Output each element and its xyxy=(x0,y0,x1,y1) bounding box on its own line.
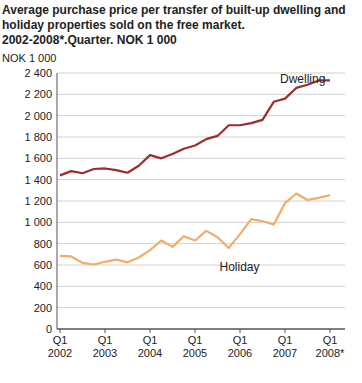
x-tick-label-line: Q1 xyxy=(98,334,113,346)
y-tick-label: 1 600 xyxy=(24,152,52,164)
title: Average purchase price per transfer of b… xyxy=(2,3,346,47)
x-tick xyxy=(330,329,331,333)
x-tick-label-line: Q1 xyxy=(53,334,68,346)
grid-line xyxy=(57,329,345,330)
x-tick-label-line: Q1 xyxy=(278,334,293,346)
series-label: Holiday xyxy=(220,260,260,274)
x-tick-label-line: 2005 xyxy=(183,347,207,359)
x-axis xyxy=(57,329,345,330)
x-tick-label-line: Q1 xyxy=(188,334,203,346)
x-tick xyxy=(240,329,241,333)
y-tick-label: 1 000 xyxy=(24,216,52,228)
title-line: holiday properties sold on the free mark… xyxy=(2,18,245,32)
x-tick-label-line: 2007 xyxy=(273,347,297,359)
x-tick-label: Q12002 xyxy=(48,334,72,359)
grid-line xyxy=(57,243,345,244)
x-tick-label-line: 2006 xyxy=(228,347,252,359)
x-tick-label-line: Q1 xyxy=(233,334,248,346)
x-tick-label-line: Q1 xyxy=(143,334,158,346)
y-tick-label: 800 xyxy=(34,238,52,250)
x-tick xyxy=(195,329,196,333)
grid-line xyxy=(57,201,345,202)
y-tick-label: 1 400 xyxy=(24,174,52,186)
y-tick-label: 1 800 xyxy=(24,131,52,143)
x-tick-label-line: 2008* xyxy=(316,347,345,359)
x-tick-label: Q12007 xyxy=(273,334,297,359)
x-tick-label-line: 2003 xyxy=(93,347,117,359)
grid-line xyxy=(57,137,345,138)
x-tick-label: Q12005 xyxy=(183,334,207,359)
y-tick-label: 600 xyxy=(34,259,52,271)
grid-line xyxy=(57,286,345,287)
y-tick-label: 200 xyxy=(34,302,52,314)
x-tick-label: Q12008* xyxy=(316,334,345,359)
plot-area xyxy=(60,80,330,264)
y-tick-label: 2 000 xyxy=(24,110,52,122)
x-tick-label: Q12006 xyxy=(228,334,252,359)
x-tick-label-line: 2002 xyxy=(48,347,72,359)
x-tick-label-line: 2004 xyxy=(138,347,162,359)
grid-line xyxy=(57,94,345,95)
x-tick-label-line: Q1 xyxy=(323,334,338,346)
x-tick-label: Q12004 xyxy=(138,334,162,359)
x-tick xyxy=(285,329,286,333)
series-line xyxy=(60,80,330,175)
x-tick xyxy=(60,329,61,333)
x-tick xyxy=(105,329,106,333)
y-tick-label: 400 xyxy=(34,280,52,292)
chart: Average purchase price per transfer of b… xyxy=(0,0,362,383)
title-line: 2002-2008*.Quarter. NOK 1 000 xyxy=(2,33,177,47)
title-line: Average purchase price per transfer of b… xyxy=(2,3,346,17)
y-tick-label: 2 400 xyxy=(24,67,52,79)
y-tick-label: 2 200 xyxy=(24,88,52,100)
grid-line xyxy=(57,115,345,116)
grid-line xyxy=(57,158,345,159)
series-label: Dwelling xyxy=(280,72,325,86)
y-axis-label: NOK 1 000 xyxy=(2,52,56,64)
grid-line xyxy=(57,265,345,266)
x-tick-label: Q12003 xyxy=(93,334,117,359)
y-axis xyxy=(57,73,58,329)
grid-line xyxy=(57,222,345,223)
grid-line xyxy=(57,179,345,180)
y-tick-label: 0 xyxy=(46,323,52,335)
grid-line xyxy=(57,307,345,308)
series-line xyxy=(60,194,330,265)
x-tick xyxy=(150,329,151,333)
y-tick-label: 1 200 xyxy=(24,195,52,207)
